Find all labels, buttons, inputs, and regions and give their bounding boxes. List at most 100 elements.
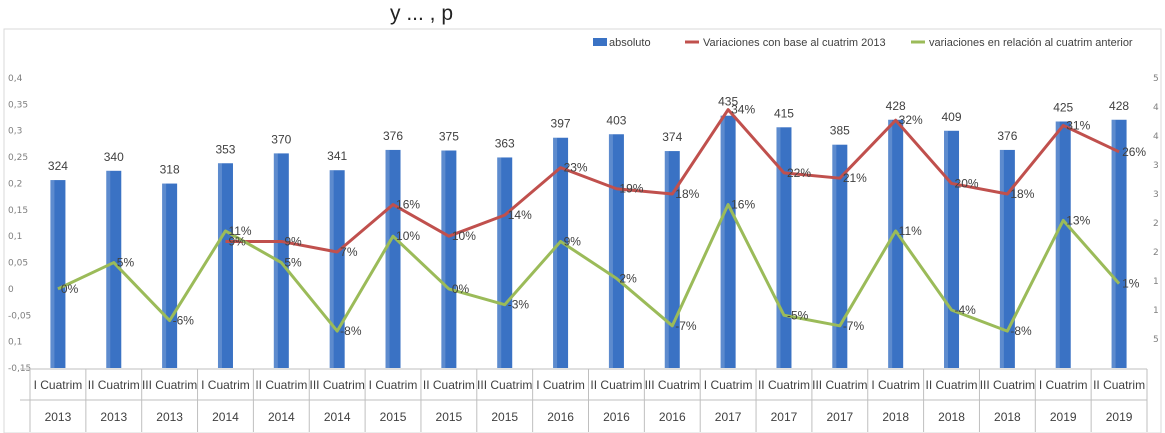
bar bbox=[608, 134, 624, 368]
year-label: 2017 bbox=[771, 410, 798, 424]
category-label: II Cuatrim bbox=[926, 378, 978, 392]
category-label: I Cuatrim bbox=[536, 378, 585, 392]
line-data-label: 20% bbox=[955, 176, 979, 190]
primary-y-tick-label: 0,3 bbox=[8, 127, 22, 137]
primary-y-tick-label: -0,15 bbox=[8, 364, 31, 374]
year-label: 2017 bbox=[715, 410, 742, 424]
bar-highlight bbox=[106, 170, 111, 368]
bar-highlight bbox=[720, 115, 725, 368]
primary-y-tick-label: 0,1 bbox=[8, 338, 22, 348]
line-data-label: -8% bbox=[340, 324, 362, 338]
line-data-label: 26% bbox=[1122, 145, 1146, 159]
category-label: I Cuatrim bbox=[1039, 378, 1088, 392]
category-label: II Cuatrim bbox=[1093, 378, 1145, 392]
primary-y-tick-label: 0,15 bbox=[8, 206, 28, 216]
secondary-y-tick-label: 5 bbox=[1153, 335, 1159, 345]
bar bbox=[664, 151, 680, 368]
year-label: 2014 bbox=[212, 410, 239, 424]
bar-data-label: 318 bbox=[160, 163, 180, 177]
legend-label: Variaciones con base al cuatrim 2013 bbox=[703, 37, 886, 49]
line-data-label: 32% bbox=[899, 113, 923, 127]
year-label: 2014 bbox=[268, 410, 295, 424]
year-label: 2019 bbox=[1106, 410, 1133, 424]
line-data-label: -4% bbox=[955, 303, 977, 317]
secondary-y-tick-label: 2 bbox=[1153, 248, 1159, 258]
bar-data-label: 428 bbox=[886, 99, 906, 113]
year-label: 2014 bbox=[324, 410, 351, 424]
category-label: II Cuatrim bbox=[255, 378, 307, 392]
line-data-label: 11% bbox=[228, 224, 251, 238]
bar-highlight bbox=[999, 149, 1004, 368]
lines bbox=[57, 108, 1121, 333]
secondary-y-tick-label: 5 bbox=[1153, 74, 1159, 84]
bar-highlight bbox=[776, 127, 781, 368]
bar-data-label: 409 bbox=[942, 110, 962, 124]
category-label: II Cuatrim bbox=[88, 378, 140, 392]
line-data-label: 18% bbox=[1010, 187, 1034, 201]
bar bbox=[273, 153, 289, 368]
bar-data-label: 385 bbox=[830, 124, 850, 138]
year-label: 2016 bbox=[603, 410, 630, 424]
line-data-label: -7% bbox=[843, 319, 865, 333]
line-data-label: 22% bbox=[787, 166, 811, 180]
category-label: II Cuatrim bbox=[758, 378, 810, 392]
bar-highlight bbox=[888, 119, 893, 368]
bar bbox=[106, 170, 122, 368]
legend-label: absoluto bbox=[609, 37, 651, 49]
secondary-y-tick-label: 4 bbox=[1153, 103, 1159, 113]
bar bbox=[329, 170, 345, 368]
bar-data-label: 340 bbox=[104, 150, 124, 164]
category-label: I Cuatrim bbox=[704, 378, 753, 392]
bar-data-label: 353 bbox=[215, 142, 235, 156]
line-data-label: 9% bbox=[564, 234, 582, 248]
line-data-label: 5% bbox=[117, 256, 135, 270]
bar-highlight bbox=[50, 180, 55, 368]
line-series-1 bbox=[225, 108, 1120, 254]
line-data-label: -8% bbox=[1010, 324, 1032, 338]
line-data-label: 7% bbox=[340, 245, 358, 259]
bar bbox=[832, 144, 848, 368]
line-data-label: 10% bbox=[452, 229, 476, 243]
bar-highlight bbox=[385, 149, 390, 368]
bar-highlight bbox=[329, 170, 334, 368]
year-label: 2018 bbox=[994, 410, 1021, 424]
line-data-label: 23% bbox=[564, 161, 588, 175]
bar-data-label: 324 bbox=[48, 159, 68, 173]
category-label: III Cuatrim bbox=[477, 378, 532, 392]
plot-frame bbox=[3, 28, 1162, 433]
category-label: I Cuatrim bbox=[201, 378, 250, 392]
primary-y-tick-label: 0 bbox=[8, 285, 14, 295]
secondary-y-tick-label: 1 bbox=[1153, 306, 1159, 316]
category-label: III Cuatrim bbox=[645, 378, 700, 392]
line-data-label: -6% bbox=[173, 314, 195, 328]
bar bbox=[162, 183, 178, 368]
bar-data-label: 435 bbox=[718, 95, 738, 109]
secondary-y-tick-label: 1 bbox=[1153, 277, 1159, 287]
bar bbox=[888, 119, 904, 368]
line-data-label: 18% bbox=[675, 187, 699, 201]
bar bbox=[385, 149, 401, 368]
bar-highlight bbox=[441, 150, 446, 368]
bar-data-label: 425 bbox=[1053, 101, 1073, 115]
year-label: 2013 bbox=[100, 410, 127, 424]
line-data-label: 2% bbox=[619, 271, 637, 285]
bar-data-label: 415 bbox=[774, 106, 794, 120]
year-label: 2015 bbox=[380, 410, 407, 424]
bar-highlight bbox=[664, 151, 669, 368]
bar bbox=[720, 115, 736, 368]
year-label: 2015 bbox=[491, 410, 518, 424]
bar-highlight bbox=[553, 137, 558, 368]
bar bbox=[1111, 119, 1127, 368]
bar-data-label: 428 bbox=[1109, 99, 1129, 113]
bar-highlight bbox=[944, 130, 949, 368]
line-data-label: 14% bbox=[508, 208, 532, 222]
bar bbox=[999, 149, 1015, 368]
line-data-label: 0% bbox=[61, 282, 79, 296]
category-label: III Cuatrim bbox=[142, 378, 197, 392]
line-data-label: 19% bbox=[619, 182, 643, 196]
line-data-label: 10% bbox=[396, 229, 420, 243]
line-data-label: -5% bbox=[787, 308, 809, 322]
line-series-2 bbox=[57, 203, 1121, 333]
